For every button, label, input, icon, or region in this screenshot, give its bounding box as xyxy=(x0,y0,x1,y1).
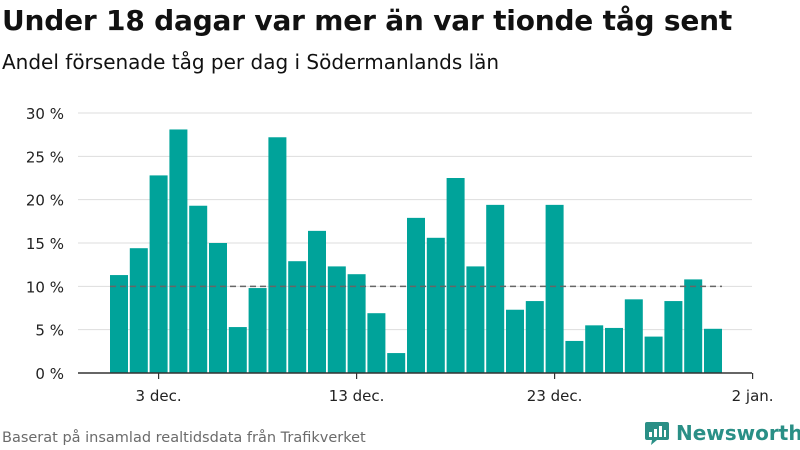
axes: 0 % 5 % 10 % 15 % 20 % 25 % 30 % 3 dec. 13 dec. 2… xyxy=(26,105,774,405)
bar xyxy=(387,353,406,373)
bar xyxy=(545,204,564,373)
x-tick-label: 3 dec. xyxy=(136,387,182,405)
bar xyxy=(149,175,168,373)
bar xyxy=(327,266,346,373)
bar xyxy=(684,279,703,373)
bars xyxy=(110,129,722,373)
x-tick-label: 2 jan. xyxy=(732,387,774,405)
bar xyxy=(209,243,227,373)
bar xyxy=(506,309,524,373)
brand-name: Newsworthy xyxy=(676,421,800,445)
chart-subtitle: Andel försenade tåg per dag i Södermanla… xyxy=(2,50,500,74)
x-tick-label: 23 dec. xyxy=(527,387,583,405)
bar xyxy=(426,237,445,373)
y-tick-label: 0 % xyxy=(35,365,64,383)
x-tick-label: 13 dec. xyxy=(329,387,385,405)
bar xyxy=(110,275,128,373)
brand[interactable]: Newsworthy xyxy=(644,420,800,446)
bar xyxy=(525,301,544,373)
bar xyxy=(248,288,267,373)
bar xyxy=(624,299,643,373)
bar xyxy=(486,204,505,373)
bar xyxy=(605,327,623,373)
bar xyxy=(565,340,584,373)
bar xyxy=(466,266,485,373)
y-tick-label: 20 % xyxy=(26,192,64,210)
y-tick-label: 15 % xyxy=(26,235,64,253)
bar xyxy=(347,274,366,373)
y-tick-label: 10 % xyxy=(26,278,64,296)
bar xyxy=(169,129,188,373)
bar xyxy=(367,313,386,373)
bar xyxy=(268,137,287,373)
bar xyxy=(585,325,604,373)
newsworthy-chart-logo-icon xyxy=(645,422,669,445)
bar xyxy=(644,336,663,373)
bar xyxy=(308,230,326,373)
bar xyxy=(288,261,307,373)
y-tick-label: 5 % xyxy=(35,322,64,340)
bar xyxy=(129,248,148,373)
bar xyxy=(446,178,465,373)
bar xyxy=(228,327,247,373)
y-tick-label: 30 % xyxy=(26,105,64,123)
bar xyxy=(189,205,208,373)
source-note: Baserat på insamlad realtidsdata från Tr… xyxy=(2,430,366,446)
bar xyxy=(664,301,683,373)
bar xyxy=(407,217,425,373)
chart-title: Under 18 dagar var mer än var tionde tåg… xyxy=(2,4,733,37)
y-tick-label: 25 % xyxy=(26,148,64,166)
bar xyxy=(704,328,722,373)
